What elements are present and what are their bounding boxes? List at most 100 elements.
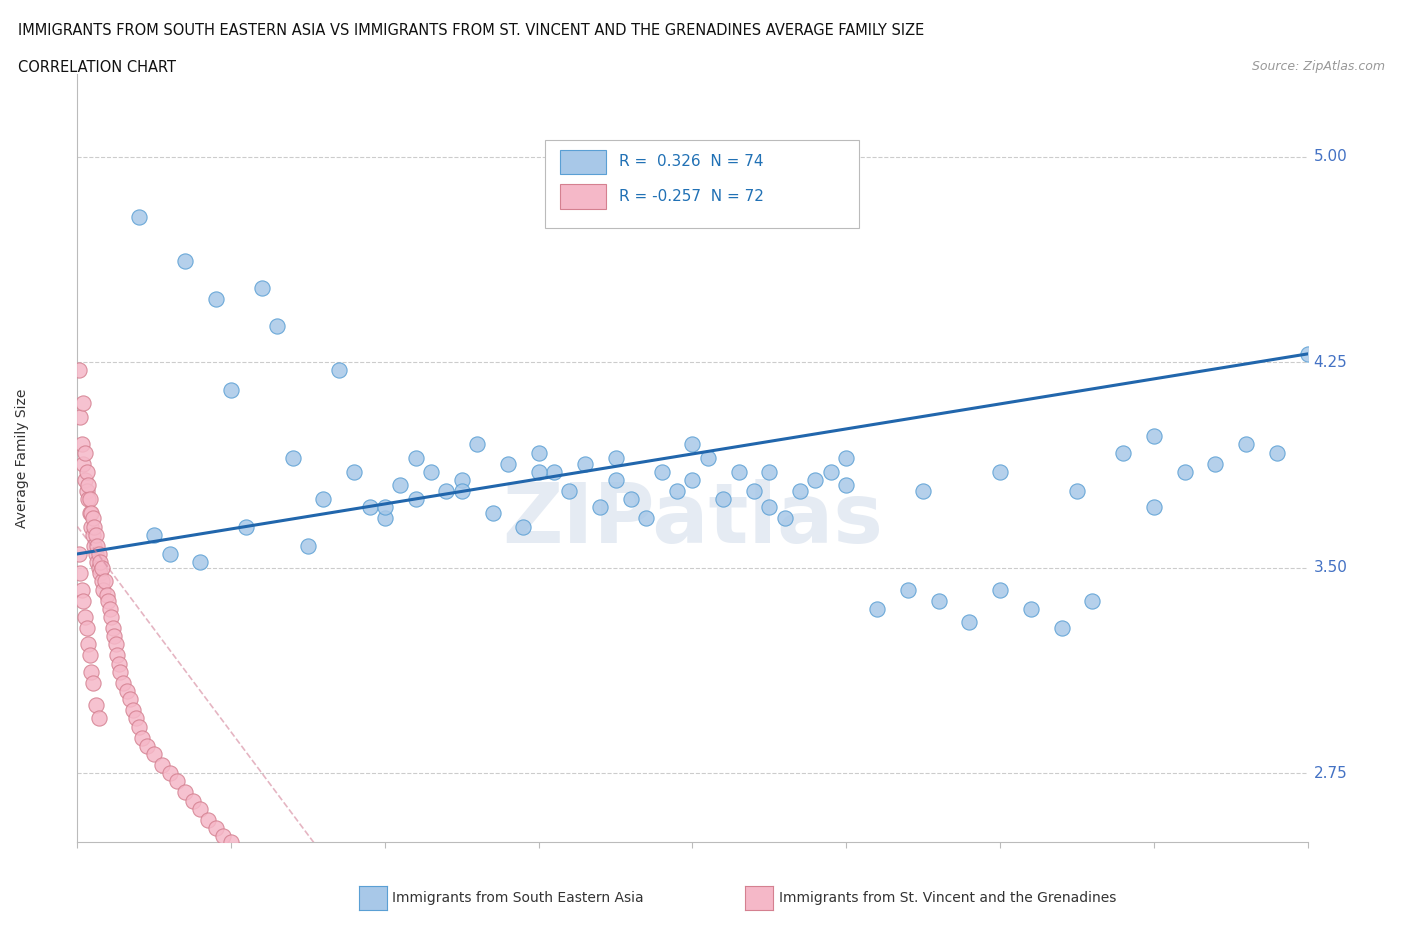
Point [651, 464, 673, 479]
Point [76, 620, 98, 635]
Point [174, 785, 197, 800]
Point [266, 319, 288, 334]
Point [103, 629, 125, 644]
Point [82, 675, 104, 690]
Point [70, 582, 93, 597]
Point [125, 711, 148, 725]
Point [512, 519, 534, 534]
Point [1174, 464, 1197, 479]
Point [101, 620, 124, 635]
Point [77, 637, 100, 652]
Text: 4.25: 4.25 [1313, 354, 1347, 369]
Point [79, 648, 101, 663]
Text: R =  0.326  N = 74: R = 0.326 N = 74 [619, 154, 763, 169]
Point [83, 538, 105, 553]
Point [835, 451, 858, 466]
Point [219, 834, 242, 849]
Point [90, 560, 114, 575]
Point [696, 451, 718, 466]
Point [527, 445, 550, 460]
Point [181, 793, 204, 808]
Point [758, 500, 780, 515]
Point [76, 484, 98, 498]
Point [197, 812, 219, 827]
Point [758, 464, 780, 479]
Point [121, 703, 143, 718]
Point [131, 730, 153, 745]
Text: 5.00: 5.00 [1313, 149, 1347, 164]
Point [84, 547, 107, 562]
Point [405, 451, 427, 466]
Point [188, 802, 212, 817]
Point [166, 774, 188, 789]
Point [118, 692, 141, 707]
Point [589, 500, 612, 515]
Point [72, 593, 94, 608]
Point [143, 747, 166, 762]
Point [77, 478, 100, 493]
Point [465, 437, 488, 452]
Point [86, 538, 108, 553]
Point [93, 582, 115, 597]
Point [374, 511, 396, 525]
Point [89, 554, 111, 569]
Point [957, 615, 980, 630]
Point [773, 511, 796, 525]
Point [112, 675, 135, 690]
Text: Immigrants from South Eastern Asia: Immigrants from South Eastern Asia [392, 891, 644, 906]
Point [82, 511, 104, 525]
Point [742, 484, 765, 498]
Point [297, 538, 319, 553]
Point [72, 396, 94, 411]
Point [143, 527, 166, 542]
Point [250, 281, 273, 296]
Point [77, 492, 100, 507]
Point [1143, 429, 1166, 444]
Point [605, 472, 627, 487]
Point [80, 664, 103, 679]
Point [90, 574, 114, 589]
Point [605, 451, 627, 466]
Point [988, 582, 1011, 597]
Point [73, 445, 96, 460]
Point [188, 554, 212, 569]
Point [682, 472, 704, 487]
Point [789, 484, 811, 498]
Point [97, 593, 120, 608]
Point [820, 464, 842, 479]
Point [281, 451, 304, 466]
Point [312, 492, 335, 507]
Point [1066, 484, 1088, 498]
Point [682, 437, 704, 452]
Point [543, 464, 565, 479]
Point [204, 292, 226, 307]
Text: R = -0.257  N = 72: R = -0.257 N = 72 [619, 189, 763, 204]
Point [79, 505, 101, 520]
Point [69, 565, 91, 580]
Point [988, 464, 1011, 479]
Point [620, 492, 643, 507]
Point [436, 484, 458, 498]
Point [128, 209, 150, 224]
Point [100, 609, 122, 624]
Point [1204, 456, 1226, 471]
Point [105, 648, 128, 663]
Point [1019, 602, 1042, 617]
Point [94, 574, 117, 589]
Point [219, 382, 242, 397]
Text: 2.75: 2.75 [1313, 765, 1347, 780]
Point [527, 464, 550, 479]
Point [159, 765, 181, 780]
Point [912, 484, 935, 498]
Point [83, 519, 105, 534]
Point [135, 738, 157, 753]
Point [84, 698, 107, 712]
Text: Source: ZipAtlas.com: Source: ZipAtlas.com [1251, 60, 1385, 73]
Point [86, 554, 108, 569]
Point [67, 547, 90, 562]
Text: ZIPatlas: ZIPatlas [502, 479, 883, 560]
Text: Immigrants from St. Vincent and the Grenadines: Immigrants from St. Vincent and the Gren… [779, 891, 1116, 906]
Point [108, 656, 131, 671]
Point [70, 437, 93, 452]
Point [110, 664, 132, 679]
